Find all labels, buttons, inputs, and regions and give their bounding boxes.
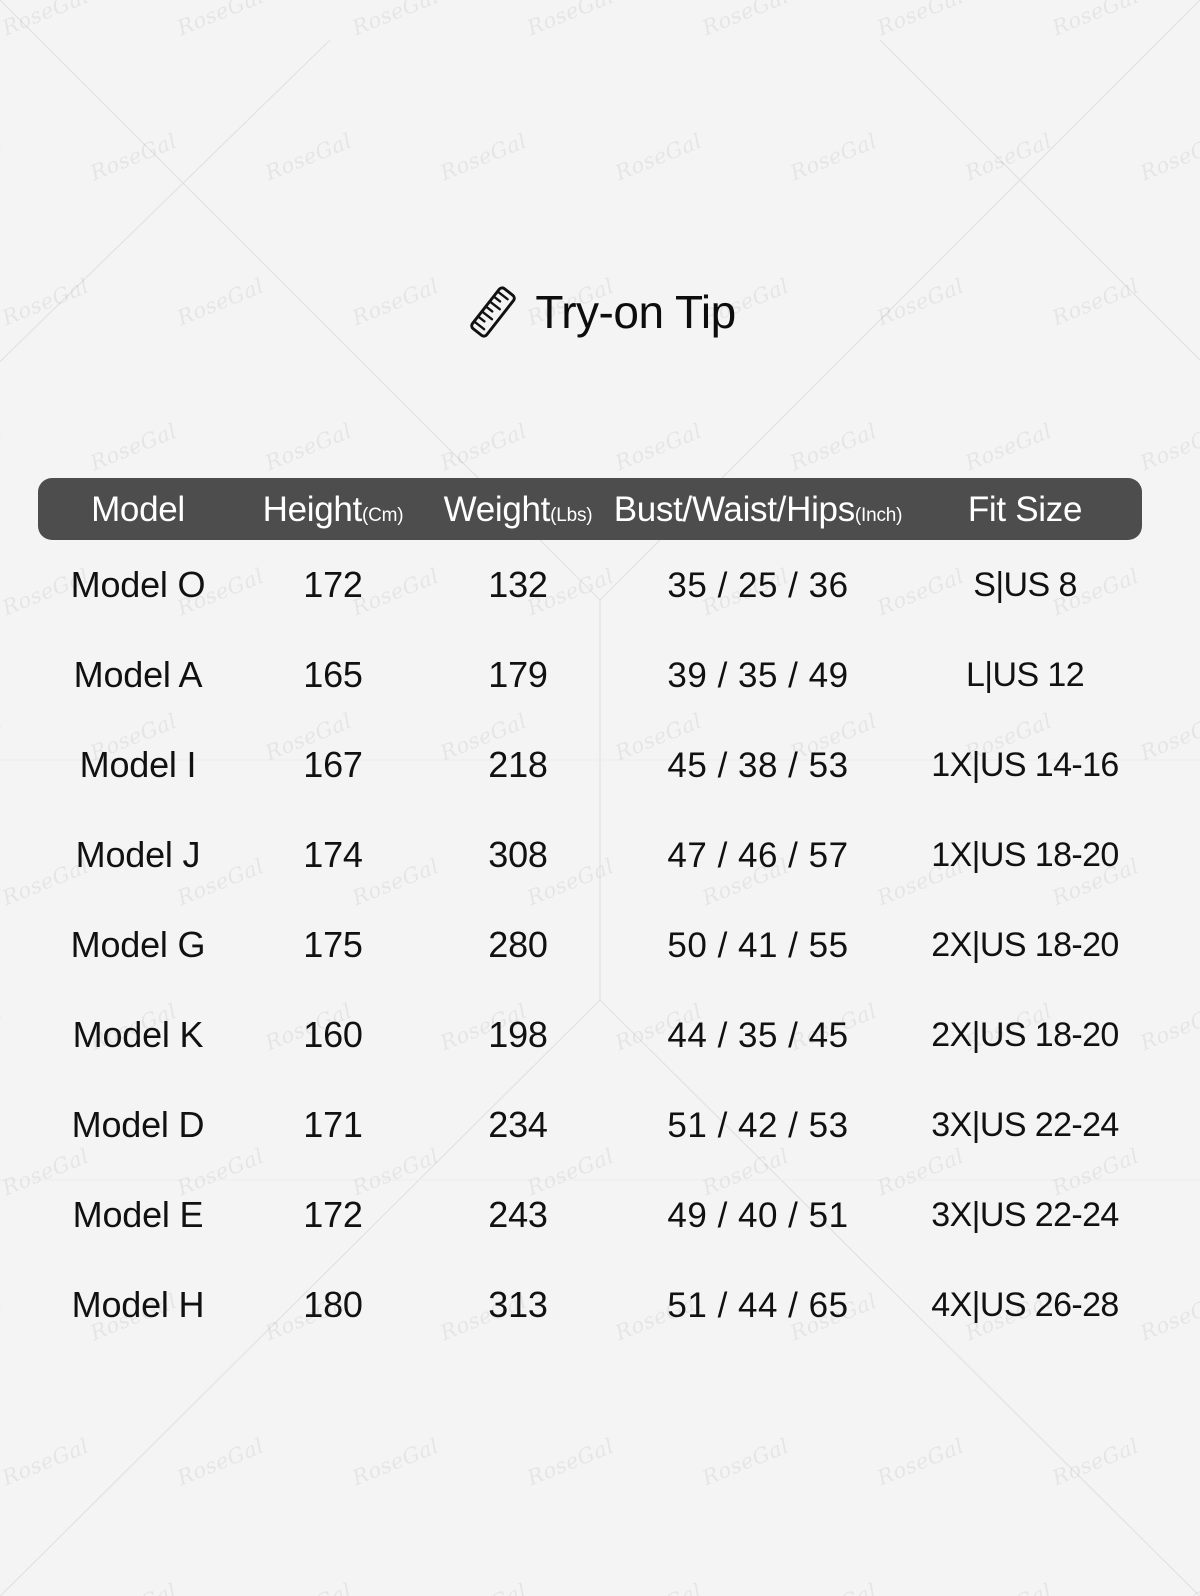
- cell-model: Model J: [75, 834, 201, 875]
- cell-model: Model O: [70, 564, 206, 605]
- cell-weight: 280: [488, 924, 548, 965]
- cell-fit-size: L|US 12: [965, 656, 1085, 694]
- cell-height: 165: [303, 654, 363, 695]
- cell-weight: 243: [488, 1194, 548, 1235]
- column-header-weight: Weight(Lbs): [428, 492, 608, 527]
- table-header-row: Model Height(Cm) Weight(Lbs) Bust/Waist/…: [38, 478, 1142, 540]
- cell-weight: 179: [488, 654, 548, 695]
- cell-height: 174: [303, 834, 363, 875]
- cell-height: 180: [303, 1284, 363, 1325]
- table-row: Model A 165 179 39 / 35 / 49 L|US 12: [38, 630, 1142, 720]
- table-row: Model K 160 198 44 / 35 / 45 2X|US 18-20: [38, 990, 1142, 1080]
- column-header-model-label: Model: [91, 489, 185, 529]
- table-row: Model O 172 132 35 / 25 / 36 S|US 8: [38, 540, 1142, 630]
- cell-weight: 198: [488, 1014, 548, 1055]
- cell-weight: 132: [488, 564, 548, 605]
- cell-model: Model H: [71, 1284, 205, 1325]
- table-row: Model I 167 218 45 / 38 / 53 1X|US 14-16: [38, 720, 1142, 810]
- table-body: Model O 172 132 35 / 25 / 36 S|US 8 Model A 16…: [38, 540, 1142, 1350]
- column-header-measurements-label: Bust/Waist/Hips: [613, 489, 856, 529]
- column-header-measurements-unit: (Inch): [854, 504, 903, 526]
- cell-measurements: 47 / 46 / 57: [667, 835, 849, 875]
- cell-height: 175: [303, 924, 363, 965]
- column-header-model: Model: [38, 492, 238, 527]
- table-row: Model G 175 280 50 / 41 / 55 2X|US 18-20: [38, 900, 1142, 990]
- page-title: Try-on Tip: [0, 281, 1200, 343]
- cell-fit-size: 1X|US 18-20: [931, 836, 1119, 874]
- cell-measurements: 35 / 25 / 36: [667, 565, 849, 605]
- cell-fit-size: 2X|US 18-20: [931, 926, 1119, 964]
- column-header-height-unit: (Cm): [361, 504, 404, 526]
- column-header-weight-unit: (Lbs): [550, 504, 593, 526]
- cell-height: 171: [303, 1104, 363, 1145]
- column-header-measurements: Bust/Waist/Hips(Inch): [608, 492, 908, 527]
- cell-model: Model K: [72, 1014, 204, 1055]
- cell-fit-size: 2X|US 18-20: [931, 1016, 1119, 1054]
- table-row: Model J 174 308 47 / 46 / 57 1X|US 18-20: [38, 810, 1142, 900]
- cell-weight: 308: [488, 834, 548, 875]
- column-header-fit-size: Fit Size: [908, 492, 1142, 527]
- cell-model: Model A: [73, 654, 203, 695]
- table-row: Model H 180 313 51 / 44 / 65 4X|US 26-28: [38, 1260, 1142, 1350]
- cell-height: 160: [303, 1014, 363, 1055]
- cell-model: Model G: [70, 924, 206, 965]
- cell-height: 172: [303, 1194, 363, 1235]
- cell-measurements: 39 / 35 / 49: [667, 655, 849, 695]
- cell-measurements: 49 / 40 / 51: [667, 1195, 849, 1235]
- cell-measurements: 50 / 41 / 55: [667, 925, 849, 965]
- column-header-fit-size-label: Fit Size: [967, 489, 1083, 529]
- cell-weight: 234: [488, 1104, 548, 1145]
- table-row: Model D 171 234 51 / 42 / 53 3X|US 22-24: [38, 1080, 1142, 1170]
- cell-measurements: 51 / 44 / 65: [667, 1285, 849, 1325]
- column-header-height-label: Height: [262, 489, 363, 529]
- size-chart-table: Model Height(Cm) Weight(Lbs) Bust/Waist/…: [38, 478, 1142, 1350]
- title-label: Try-on Tip: [535, 286, 736, 338]
- cell-model: Model D: [71, 1104, 205, 1145]
- cell-height: 172: [303, 564, 363, 605]
- table-row: Model E 172 243 49 / 40 / 51 3X|US 22-24: [38, 1170, 1142, 1260]
- cell-model: Model I: [79, 744, 197, 785]
- cell-measurements: 45 / 38 / 53: [667, 745, 849, 785]
- cell-measurements: 44 / 35 / 45: [667, 1015, 849, 1055]
- cell-fit-size: S|US 8: [973, 566, 1077, 604]
- cell-fit-size: 4X|US 26-28: [931, 1286, 1119, 1324]
- cell-fit-size: 3X|US 22-24: [931, 1106, 1119, 1144]
- cell-weight: 313: [488, 1284, 548, 1325]
- cell-height: 167: [303, 744, 363, 785]
- ruler-icon: [470, 286, 517, 338]
- cell-fit-size: 3X|US 22-24: [931, 1196, 1119, 1234]
- cell-measurements: 51 / 42 / 53: [667, 1105, 849, 1145]
- cell-weight: 218: [488, 744, 548, 785]
- cell-fit-size: 1X|US 14-16: [931, 746, 1119, 784]
- cell-model: Model E: [72, 1194, 204, 1235]
- column-header-weight-label: Weight: [443, 489, 551, 529]
- column-header-height: Height(Cm): [238, 492, 428, 527]
